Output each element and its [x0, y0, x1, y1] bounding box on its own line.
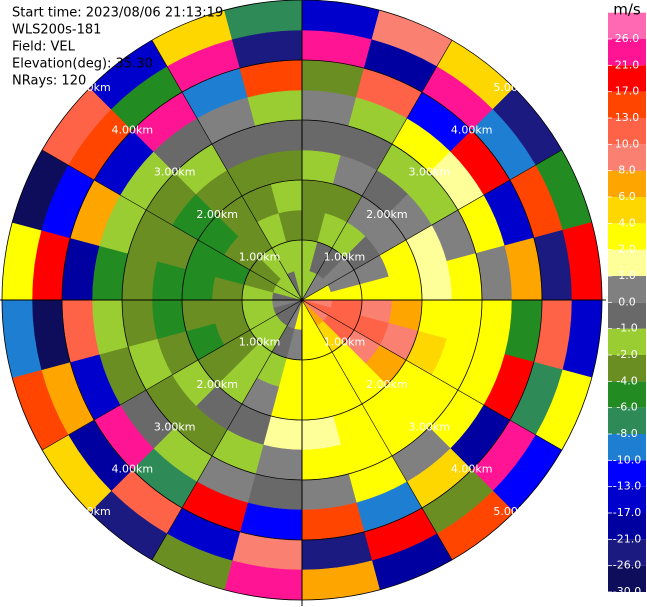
range-label: 2.00km [366, 378, 408, 391]
colorbar-label: -26.0 [613, 559, 641, 572]
colorbar-label: -30.0 [613, 585, 641, 598]
colorbar-band [608, 249, 646, 276]
range-label: 5.00km [69, 505, 111, 518]
colorbar-band [608, 65, 646, 92]
colorbar-label: 26.0 [615, 32, 640, 45]
colorbar-label: 6.0 [618, 190, 636, 203]
range-label: 1.00km [324, 251, 366, 264]
colorbar-label: 21.0 [615, 58, 640, 71]
colorbar-label: -21.0 [613, 532, 641, 545]
range-label: 4.00km [451, 463, 493, 476]
colorbar-band [608, 39, 646, 66]
colorbar-band [608, 144, 646, 171]
range-label: 1.00km [239, 251, 281, 264]
range-label: 4.00km [112, 463, 154, 476]
colorbar: 26.0 21.0 17.0 13.0 10.0 8.0 6.0 4.0 2.0 1.0 0.0 -1… [608, 1, 646, 598]
range-label: 1.00km [324, 335, 366, 348]
range-label: 5.00km [493, 81, 535, 94]
colorbar-label: 0.0 [618, 295, 636, 308]
range-label: 1.00km [239, 335, 281, 348]
polar-axes: 1.00km 1.00km 1.00km 1.00km 2.00km 2.00km 2.00… [0, 0, 606, 606]
range-label: 3.00km [408, 420, 450, 433]
velocity-cell [446, 299, 483, 347]
colorbar-label: 8.0 [618, 164, 636, 177]
colorbar-label: -10.0 [613, 453, 641, 466]
colorbar-band [608, 223, 646, 250]
range-ring [61, 59, 543, 541]
colorbar-label: -13.0 [613, 480, 641, 493]
colorbar-label: -17.0 [613, 506, 641, 519]
info-line: Elevation(deg): 35.30 [12, 57, 153, 72]
range-ring [121, 119, 483, 481]
spoke [301, 40, 453, 301]
range-label: 4.00km [451, 123, 493, 136]
colorbar-band [608, 276, 646, 303]
spoke [42, 299, 303, 451]
spoke [42, 149, 303, 301]
range-label: 3.00km [154, 166, 196, 179]
range-label: 5.00km [493, 505, 535, 518]
range-label: 2.00km [366, 208, 408, 221]
info-block: Start time: 2023/08/06 21:13:19 WLS200s-1… [12, 6, 223, 89]
colorbar-band [608, 434, 646, 461]
colorbar-label: 4.0 [618, 216, 636, 229]
range-ring [241, 239, 363, 361]
range-ring [1, 0, 603, 601]
velocity-cell [301, 444, 349, 481]
radar-field [1, 0, 603, 601]
colorbar-band [608, 328, 646, 355]
colorbar-band [608, 170, 646, 197]
range-label: 3.00km [408, 166, 450, 179]
colorbar-band [608, 197, 646, 224]
colorbar-band [608, 302, 646, 329]
colorbar-label: -2.0 [616, 348, 637, 361]
range-ring [181, 179, 423, 421]
colorbar-band [608, 407, 646, 434]
info-line: NRays: 120 [12, 74, 86, 89]
spoke [301, 149, 562, 301]
spoke [301, 299, 562, 451]
colorbar-label: -1.0 [616, 322, 637, 335]
colorbar-band [608, 118, 646, 145]
colorbar-band [608, 460, 646, 487]
velocity-cell [446, 253, 483, 301]
range-label: 2.00km [196, 378, 238, 391]
spoke [301, 299, 453, 560]
colorbar-band [608, 486, 646, 513]
colorbar-title: m/s [613, 1, 641, 19]
colorbar-band [608, 12, 646, 39]
info-line: WLS200s-181 [12, 23, 101, 38]
velocity-cell [255, 119, 303, 156]
colorbar-label: 13.0 [615, 111, 640, 124]
colorbar-label: -8.0 [616, 427, 637, 440]
colorbar-band [608, 355, 646, 382]
range-label: 2.00km [196, 208, 238, 221]
colorbar-label: -6.0 [616, 401, 637, 414]
colorbar-label: 1.0 [618, 269, 636, 282]
velocity-cell [255, 444, 303, 481]
colorbar-label: 2.0 [618, 243, 636, 256]
colorbar-label: -4.0 [616, 374, 637, 387]
range-label: 5.00km [69, 81, 111, 94]
velocity-cell [301, 119, 349, 156]
colorbar-band [608, 565, 646, 592]
colorbar-band [608, 91, 646, 118]
colorbar-band [608, 539, 646, 566]
colorbar-label: 10.0 [615, 137, 640, 150]
spoke [151, 299, 303, 560]
info-line: Start time: 2023/08/06 21:13:19 [12, 6, 223, 21]
velocity-cell [121, 253, 158, 301]
velocity-cell [121, 299, 158, 347]
colorbar-band [608, 381, 646, 408]
colorbar-label: 17.0 [615, 85, 640, 98]
spoke [151, 40, 303, 301]
range-label: 4.00km [112, 123, 154, 136]
range-label: 3.00km [154, 420, 196, 433]
colorbar-band [608, 513, 646, 540]
info-line: Field: VEL [12, 40, 76, 55]
